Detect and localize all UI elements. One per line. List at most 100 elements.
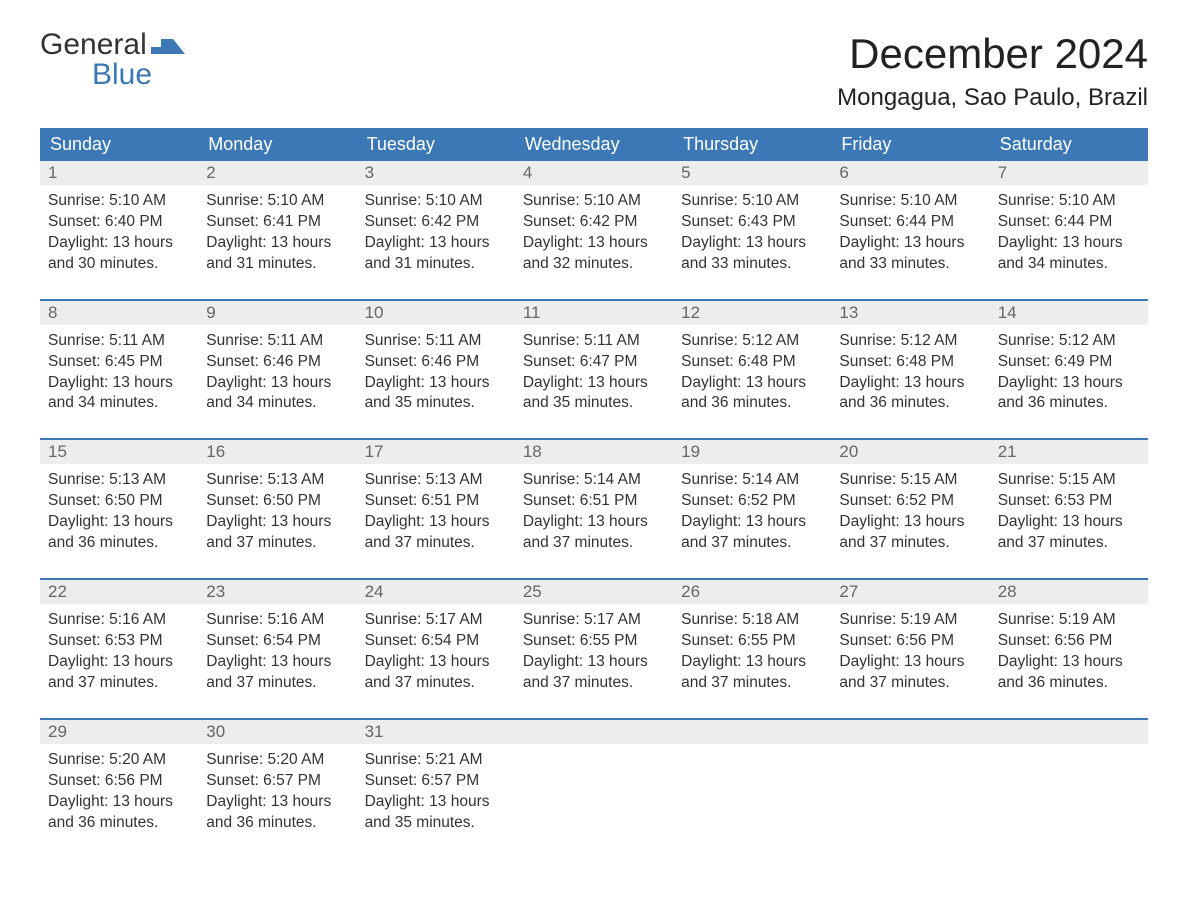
day-day2: and 36 minutes. (48, 533, 190, 554)
day-sunset: Sunset: 6:57 PM (206, 771, 348, 792)
calendar-day-cell: 14Sunrise: 5:12 AMSunset: 6:49 PMDayligh… (990, 300, 1148, 440)
day-sunset: Sunset: 6:50 PM (206, 491, 348, 512)
calendar-day-cell: 9Sunrise: 5:11 AMSunset: 6:46 PMDaylight… (198, 300, 356, 440)
weekday-header: Saturday (990, 128, 1148, 161)
weekday-header: Tuesday (357, 128, 515, 161)
day-details: Sunrise: 5:11 AMSunset: 6:47 PMDaylight:… (515, 325, 673, 415)
day-day2: and 36 minutes. (681, 393, 823, 414)
day-sunrise: Sunrise: 5:11 AM (48, 331, 190, 352)
day-details: Sunrise: 5:13 AMSunset: 6:50 PMDaylight:… (40, 464, 198, 554)
calendar-day-cell (673, 719, 831, 858)
day-number: 17 (357, 440, 515, 464)
calendar-day-cell: 13Sunrise: 5:12 AMSunset: 6:48 PMDayligh… (831, 300, 989, 440)
day-day1: Daylight: 13 hours (48, 652, 190, 673)
day-day1: Daylight: 13 hours (681, 373, 823, 394)
calendar-day-cell: 8Sunrise: 5:11 AMSunset: 6:45 PMDaylight… (40, 300, 198, 440)
day-sunset: Sunset: 6:45 PM (48, 352, 190, 373)
calendar-day-cell: 20Sunrise: 5:15 AMSunset: 6:52 PMDayligh… (831, 439, 989, 579)
day-day1: Daylight: 13 hours (523, 512, 665, 533)
day-sunset: Sunset: 6:43 PM (681, 212, 823, 233)
weekday-header: Friday (831, 128, 989, 161)
day-sunrise: Sunrise: 5:10 AM (206, 191, 348, 212)
day-sunrise: Sunrise: 5:12 AM (681, 331, 823, 352)
calendar-day-cell: 26Sunrise: 5:18 AMSunset: 6:55 PMDayligh… (673, 579, 831, 719)
day-day2: and 35 minutes. (523, 393, 665, 414)
day-day1: Daylight: 13 hours (365, 373, 507, 394)
month-title: December 2024 (837, 30, 1148, 78)
day-details: Sunrise: 5:16 AMSunset: 6:53 PMDaylight:… (40, 604, 198, 694)
day-number: 10 (357, 301, 515, 325)
day-day2: and 35 minutes. (365, 393, 507, 414)
day-details: Sunrise: 5:10 AMSunset: 6:41 PMDaylight:… (198, 185, 356, 275)
day-day1: Daylight: 13 hours (206, 792, 348, 813)
day-details: Sunrise: 5:10 AMSunset: 6:42 PMDaylight:… (515, 185, 673, 275)
calendar-day-cell: 15Sunrise: 5:13 AMSunset: 6:50 PMDayligh… (40, 439, 198, 579)
logo-line-1: General (40, 30, 185, 60)
calendar-day-cell: 22Sunrise: 5:16 AMSunset: 6:53 PMDayligh… (40, 579, 198, 719)
day-number: 23 (198, 580, 356, 604)
day-sunrise: Sunrise: 5:19 AM (839, 610, 981, 631)
day-number: 31 (357, 720, 515, 744)
day-details: Sunrise: 5:10 AMSunset: 6:43 PMDaylight:… (673, 185, 831, 275)
day-number: 22 (40, 580, 198, 604)
day-day1: Daylight: 13 hours (998, 373, 1140, 394)
day-number: 14 (990, 301, 1148, 325)
day-day1: Daylight: 13 hours (48, 233, 190, 254)
day-sunset: Sunset: 6:48 PM (681, 352, 823, 373)
calendar-week-row: 8 Sunrise: 5:11 AMSunset: 6:45 PM Daylight… (40, 300, 1148, 440)
day-sunrise: Sunrise: 5:10 AM (365, 191, 507, 212)
day-day1: Daylight: 13 hours (839, 373, 981, 394)
day-number: 20 (831, 440, 989, 464)
day-sunrise: Sunrise: 5:10 AM (48, 191, 190, 212)
weekday-header: Monday (198, 128, 356, 161)
day-details: Sunrise: 5:10 AMSunset: 6:42 PMDaylight:… (357, 185, 515, 275)
day-details: Sunrise: 5:20 AMSunset: 6:57 PMDaylight:… (198, 744, 356, 834)
calendar-day-cell: 11Sunrise: 5:11 AMSunset: 6:47 PMDayligh… (515, 300, 673, 440)
day-number: 24 (357, 580, 515, 604)
day-sunrise: Sunrise: 5:10 AM (681, 191, 823, 212)
day-number: 8 (40, 301, 198, 325)
calendar-day-cell: 2Sunrise: 5:10 AMSunset: 6:41 PMDaylight… (198, 161, 356, 300)
day-number: 18 (515, 440, 673, 464)
day-day2: and 37 minutes. (839, 673, 981, 694)
calendar-day-cell: 6Sunrise: 5:10 AMSunset: 6:44 PMDaylight… (831, 161, 989, 300)
day-number: 5 (673, 161, 831, 185)
day-sunset: Sunset: 6:56 PM (48, 771, 190, 792)
day-day2: and 31 minutes. (365, 254, 507, 275)
logo-word-1: General (40, 30, 147, 60)
day-details: Sunrise: 5:16 AMSunset: 6:54 PMDaylight:… (198, 604, 356, 694)
day-day1: Daylight: 13 hours (48, 792, 190, 813)
day-day2: and 37 minutes. (523, 673, 665, 694)
day-day1: Daylight: 13 hours (365, 792, 507, 813)
day-day1: Daylight: 13 hours (365, 652, 507, 673)
logo-word-2: Blue (40, 60, 185, 90)
day-sunset: Sunset: 6:40 PM (48, 212, 190, 233)
day-day1: Daylight: 13 hours (998, 652, 1140, 673)
day-sunset: Sunset: 6:46 PM (365, 352, 507, 373)
day-day2: and 34 minutes. (998, 254, 1140, 275)
calendar-week-row: 1Sunrise: 5:10 AMSunset: 6:40 PMDaylight… (40, 161, 1148, 300)
day-number: 7 (990, 161, 1148, 185)
day-day1: Daylight: 13 hours (998, 512, 1140, 533)
day-number: 9 (198, 301, 356, 325)
day-day2: and 32 minutes. (523, 254, 665, 275)
day-number: 26 (673, 580, 831, 604)
day-sunset: Sunset: 6:42 PM (365, 212, 507, 233)
day-sunrise: Sunrise: 5:13 AM (365, 470, 507, 491)
day-sunset: Sunset: 6:47 PM (523, 352, 665, 373)
day-number: 2 (198, 161, 356, 185)
day-day2: and 33 minutes. (839, 254, 981, 275)
day-day1: Daylight: 13 hours (998, 233, 1140, 254)
day-day1: Daylight: 13 hours (206, 373, 348, 394)
empty-day-bar (515, 720, 673, 744)
day-sunset: Sunset: 6:51 PM (523, 491, 665, 512)
calendar-day-cell: 25Sunrise: 5:17 AMSunset: 6:55 PMDayligh… (515, 579, 673, 719)
day-sunset: Sunset: 6:54 PM (206, 631, 348, 652)
calendar-day-cell: 23Sunrise: 5:16 AMSunset: 6:54 PMDayligh… (198, 579, 356, 719)
day-number: 12 (673, 301, 831, 325)
day-sunrise: Sunrise: 5:21 AM (365, 750, 507, 771)
day-sunrise: Sunrise: 5:17 AM (523, 610, 665, 631)
calendar-day-cell: 1Sunrise: 5:10 AMSunset: 6:40 PMDaylight… (40, 161, 198, 300)
day-sunrise: Sunrise: 5:12 AM (998, 331, 1140, 352)
weekday-header-row: SundayMondayTuesdayWednesdayThursdayFrid… (40, 128, 1148, 161)
